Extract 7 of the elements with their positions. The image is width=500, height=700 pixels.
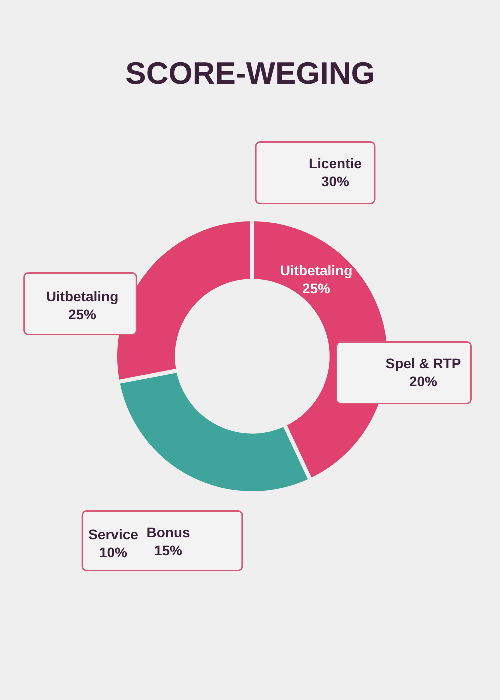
text: Spel & RTP 20% [386, 355, 462, 390]
text: Service 10% [88, 526, 139, 561]
text: Uitbetaling 25% [280, 262, 353, 297]
chart-title: SCORE-WEGING [126, 56, 376, 91]
text: Licentie 30% [309, 155, 362, 190]
text: Uitbetaling 25% [46, 288, 119, 323]
text: Bonus 15% [146, 524, 190, 559]
